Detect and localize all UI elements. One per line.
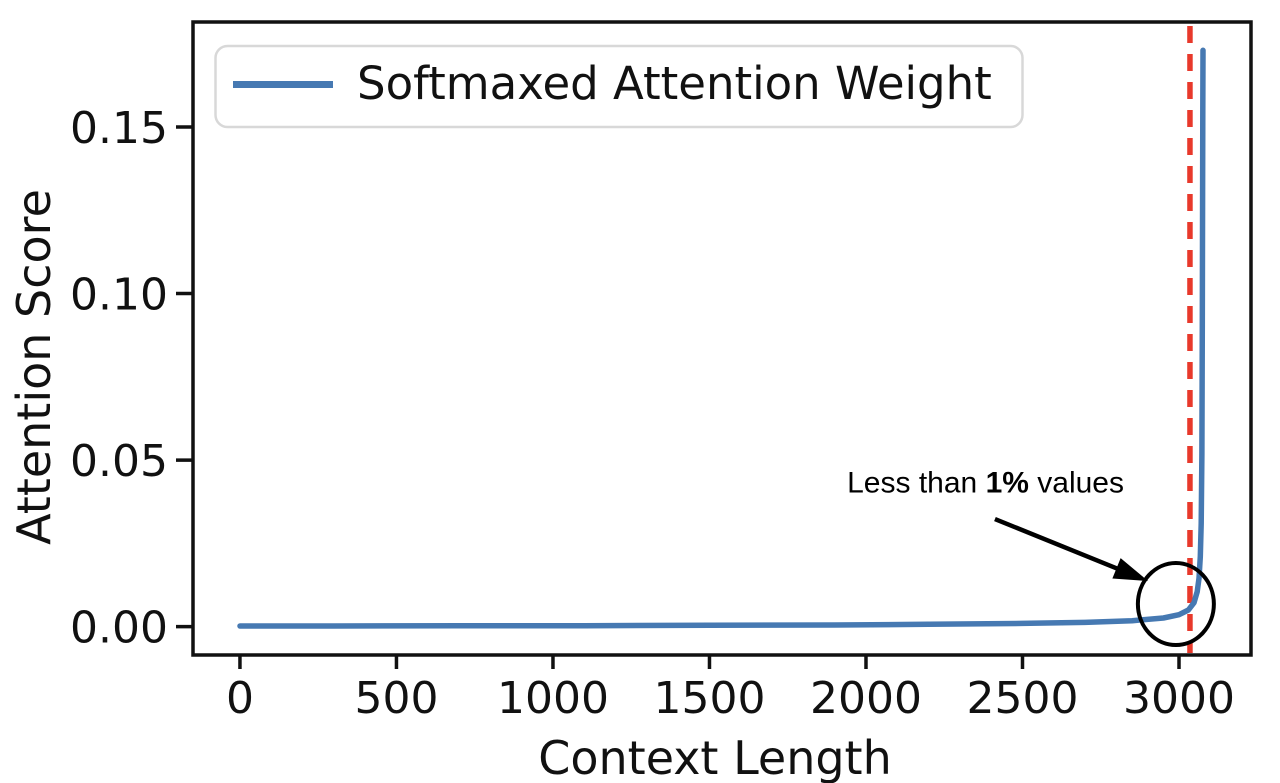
x-axis-title: Context Length xyxy=(538,731,892,783)
legend: Softmaxed Attention Weight xyxy=(214,44,1024,129)
annotation-text-part3: values xyxy=(1029,466,1124,499)
annotation-text-part2: 1% xyxy=(986,466,1029,499)
y-axis-ticks: 0.00 0.05 0.10 0.15 xyxy=(70,103,193,654)
x-tick-label: 2500 xyxy=(967,673,1079,724)
annotation-arrow-shaft xyxy=(994,516,1122,572)
x-tick-label: 1500 xyxy=(653,673,765,724)
attention-line xyxy=(237,47,1206,629)
x-tick-label: 3000 xyxy=(1123,673,1235,724)
y-tick-label: 0.15 xyxy=(70,103,168,154)
x-tick-label: 500 xyxy=(354,673,438,724)
y-tick-label: 0.10 xyxy=(70,270,168,321)
y-axis-title: Attention Score xyxy=(7,189,61,545)
annotation-text-part1: Less than xyxy=(847,466,985,499)
y-tick-label: 0.05 xyxy=(70,436,168,487)
x-tick-label: 1000 xyxy=(497,673,609,724)
legend-box xyxy=(214,44,1024,129)
y-tick-label: 0.00 xyxy=(70,603,168,654)
plot-frame xyxy=(191,20,1253,657)
x-tick-label: 2000 xyxy=(810,673,922,724)
x-axis-ticks: 0 500 1000 1500 2000 2500 3000 xyxy=(226,655,1235,724)
annotation-arrow-head-icon xyxy=(1112,558,1149,582)
legend-label: Softmaxed Attention Weight xyxy=(357,57,992,110)
highlight-circle xyxy=(1135,561,1216,648)
x-tick-label: 0 xyxy=(226,673,254,724)
annotation-label: Less than 1% values xyxy=(847,466,1124,499)
